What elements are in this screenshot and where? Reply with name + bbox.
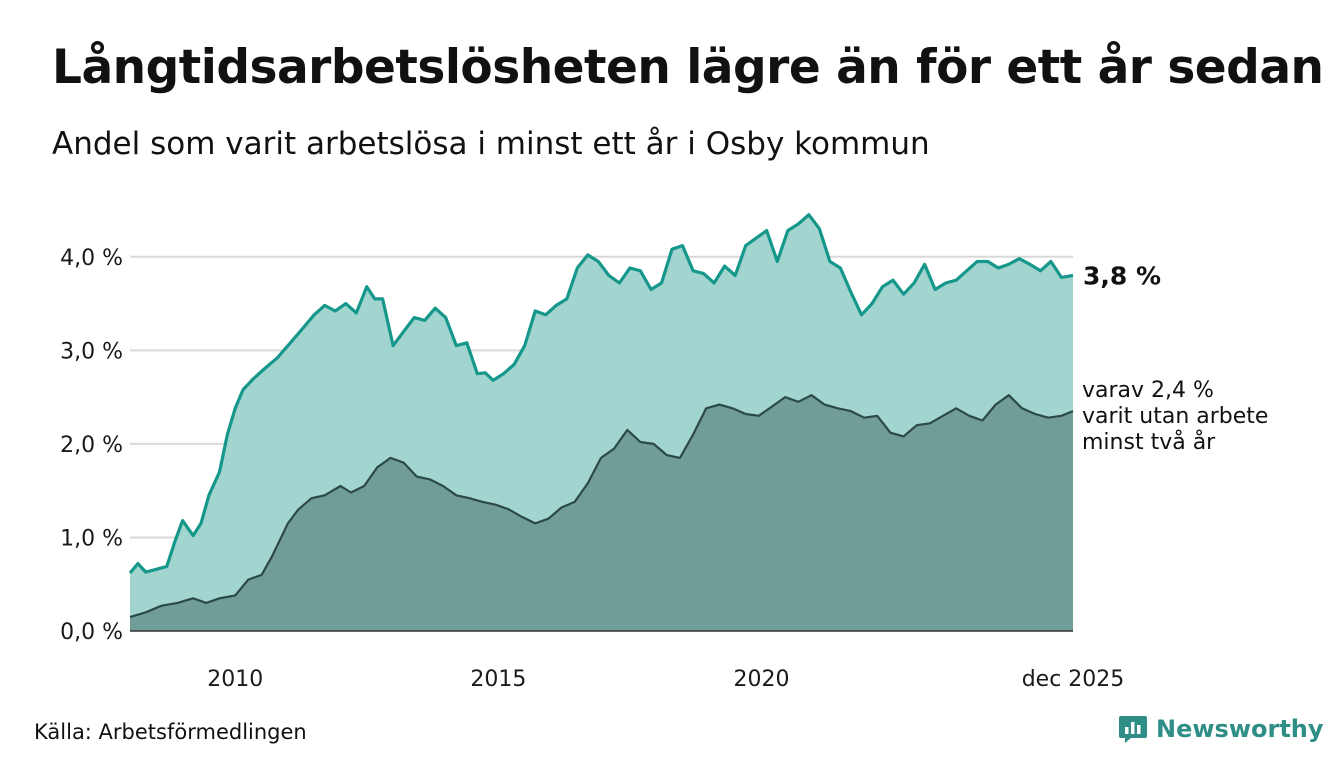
chart-subtitle: Andel som varit arbetslösa i minst ett å… — [52, 126, 930, 162]
brand-logo[interactable]: Newsworthy — [1118, 714, 1324, 744]
area-two-years — [130, 395, 1073, 631]
y-tick-label: 4,0 % — [60, 246, 123, 271]
annotation-line: varit utan arbete — [1082, 404, 1268, 429]
end-value-label: 3,8 % — [1083, 261, 1161, 290]
chart-area: 0,0 % 1,0 % 2,0 % 3,0 % 4,0 % 2010 2015 2020 de… — [60, 213, 1268, 692]
source-note: Källa: Arbetsförmedlingen — [34, 720, 307, 744]
annotation-line: varav 2,4 % — [1082, 378, 1214, 403]
y-tick-label: 0,0 % — [60, 620, 123, 645]
brand-name: Newsworthy — [1156, 715, 1324, 743]
chart-title: Långtidsarbetslösheten lägre än för ett … — [52, 40, 1324, 95]
x-tick-label: dec 2025 — [1022, 667, 1125, 692]
annotation-line: minst två år — [1082, 429, 1216, 455]
y-tick-label: 1,0 % — [60, 526, 123, 551]
x-axis-ticks: 2010 2015 2020 dec 2025 — [207, 667, 1124, 692]
y-axis-ticks: 0,0 % 1,0 % 2,0 % 3,0 % 4,0 % — [60, 246, 123, 645]
y-tick-label: 2,0 % — [60, 433, 123, 458]
x-tick-label: 2015 — [470, 667, 526, 692]
line-two-years — [129, 394, 1074, 619]
newsworthy-logo-icon — [1119, 716, 1147, 743]
line-total-longterm — [128, 213, 1074, 575]
y-tick-label: 3,0 % — [60, 339, 123, 364]
x-tick-label: 2010 — [207, 667, 263, 692]
x-tick-label: 2020 — [733, 667, 789, 692]
